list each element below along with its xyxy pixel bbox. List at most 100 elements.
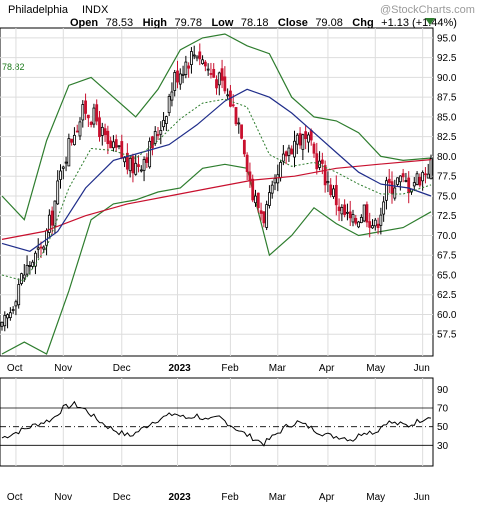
candle-up [22, 274, 26, 279]
candle-up [190, 51, 193, 66]
indicator-x-tick-label: Jun [414, 492, 430, 503]
price-tick-label: 57.5 [437, 330, 457, 341]
candle-up [382, 201, 386, 215]
candle-down [284, 151, 288, 157]
candle-down [50, 210, 54, 226]
candle-up [173, 72, 177, 91]
candle-up [206, 68, 210, 71]
price-x-tick-label: Oct [7, 363, 23, 374]
candle-up [36, 247, 40, 250]
candle-down [390, 181, 394, 194]
price-y-axis: 57.5 60.0 62.5 65.0 67.5 70.0 72.5 75.0 77.5 80.0… [437, 33, 457, 340]
candle-down [312, 143, 316, 154]
price-tick-label: 67.5 [437, 251, 457, 262]
candle-up [100, 126, 104, 136]
candle-up [307, 134, 310, 143]
candle-up [112, 141, 115, 149]
candle-up [167, 95, 171, 114]
candle-up [92, 107, 96, 125]
candle-up [326, 181, 330, 184]
candle-down [156, 134, 160, 136]
chg-label: Chg [352, 17, 373, 29]
candle-down [343, 204, 347, 215]
candle-up [295, 134, 299, 145]
candle-down [251, 178, 255, 201]
candle-up [226, 94, 230, 97]
indicator-tick-label: 30 [437, 441, 449, 452]
candle-down [309, 130, 313, 141]
indicator-x-tick-label: Oct [7, 492, 23, 503]
candle-down [354, 217, 358, 224]
close-value: 79.08 [315, 17, 343, 29]
candle-up [59, 170, 62, 180]
candle-down [248, 171, 252, 182]
price-tick-label: 90.0 [437, 73, 457, 84]
candle-down [39, 246, 43, 249]
candle-up [117, 145, 121, 148]
candle-up [78, 121, 82, 137]
candle-up [421, 171, 425, 182]
candle-up [3, 314, 7, 327]
candle-up [385, 180, 388, 201]
high-value: 79.78 [174, 17, 202, 29]
price-x-tick-label: Mar [269, 363, 287, 374]
indicator-x-tick-label: May [366, 492, 385, 503]
candle-down [223, 76, 227, 92]
chart-symbol: Philadelphia [8, 4, 69, 16]
candle-up [201, 59, 204, 64]
candle-down [315, 153, 319, 170]
candle-up [276, 174, 280, 184]
candle-up [0, 321, 4, 327]
down-triangle-icon[interactable] [425, 18, 435, 25]
high-label: High [143, 17, 168, 29]
candle-up [217, 72, 221, 86]
candle-up [357, 221, 360, 228]
price-tick-label: 82.5 [437, 132, 457, 143]
candle-down [103, 128, 107, 136]
candle-up [139, 169, 143, 172]
candle-up [14, 301, 18, 307]
candle-up [340, 207, 344, 215]
candle-down [290, 148, 294, 155]
candle-up [170, 91, 174, 101]
price-tick-label: 75.0 [437, 191, 457, 202]
candle-down [259, 210, 263, 214]
candle-down [89, 121, 93, 125]
candle-up [371, 225, 374, 229]
low-label: Low [211, 17, 233, 29]
candle-up [53, 200, 57, 227]
price-x-tick-label: 2023 [169, 363, 192, 374]
moving-averages [1, 88, 432, 282]
candle-up [20, 273, 23, 284]
price-tick-label: 65.0 [437, 270, 457, 281]
candle-down [262, 211, 266, 224]
candle-down [198, 51, 202, 60]
candle-up [426, 173, 430, 179]
candle-down [95, 104, 99, 122]
candle-up [398, 175, 402, 183]
candle-down [337, 206, 341, 212]
candle-up [373, 219, 377, 227]
indicator-series-line [1, 400, 432, 447]
candle-up [412, 182, 416, 187]
candle-down [323, 165, 327, 186]
candle-up [184, 61, 188, 75]
candle-up [148, 140, 152, 168]
candle-down [329, 184, 333, 196]
ohlc-readout: Open 78.53 High 79.78 Low 78.18 Close 79… [70, 13, 457, 30]
price-tick-label: 60.0 [437, 310, 457, 321]
candle-up [128, 157, 132, 172]
candle-up [45, 230, 48, 246]
chart-exchange: INDX [82, 4, 109, 16]
candle-down [348, 211, 352, 219]
candle-up [162, 119, 165, 128]
candle-up [178, 73, 182, 85]
indicator-line [1, 400, 432, 447]
candle-down [376, 223, 380, 229]
candle-down [240, 124, 243, 139]
candle-up [11, 309, 15, 311]
candle-up [67, 138, 71, 167]
price-tick-label: 85.0 [437, 112, 457, 123]
candle-up [279, 162, 282, 179]
